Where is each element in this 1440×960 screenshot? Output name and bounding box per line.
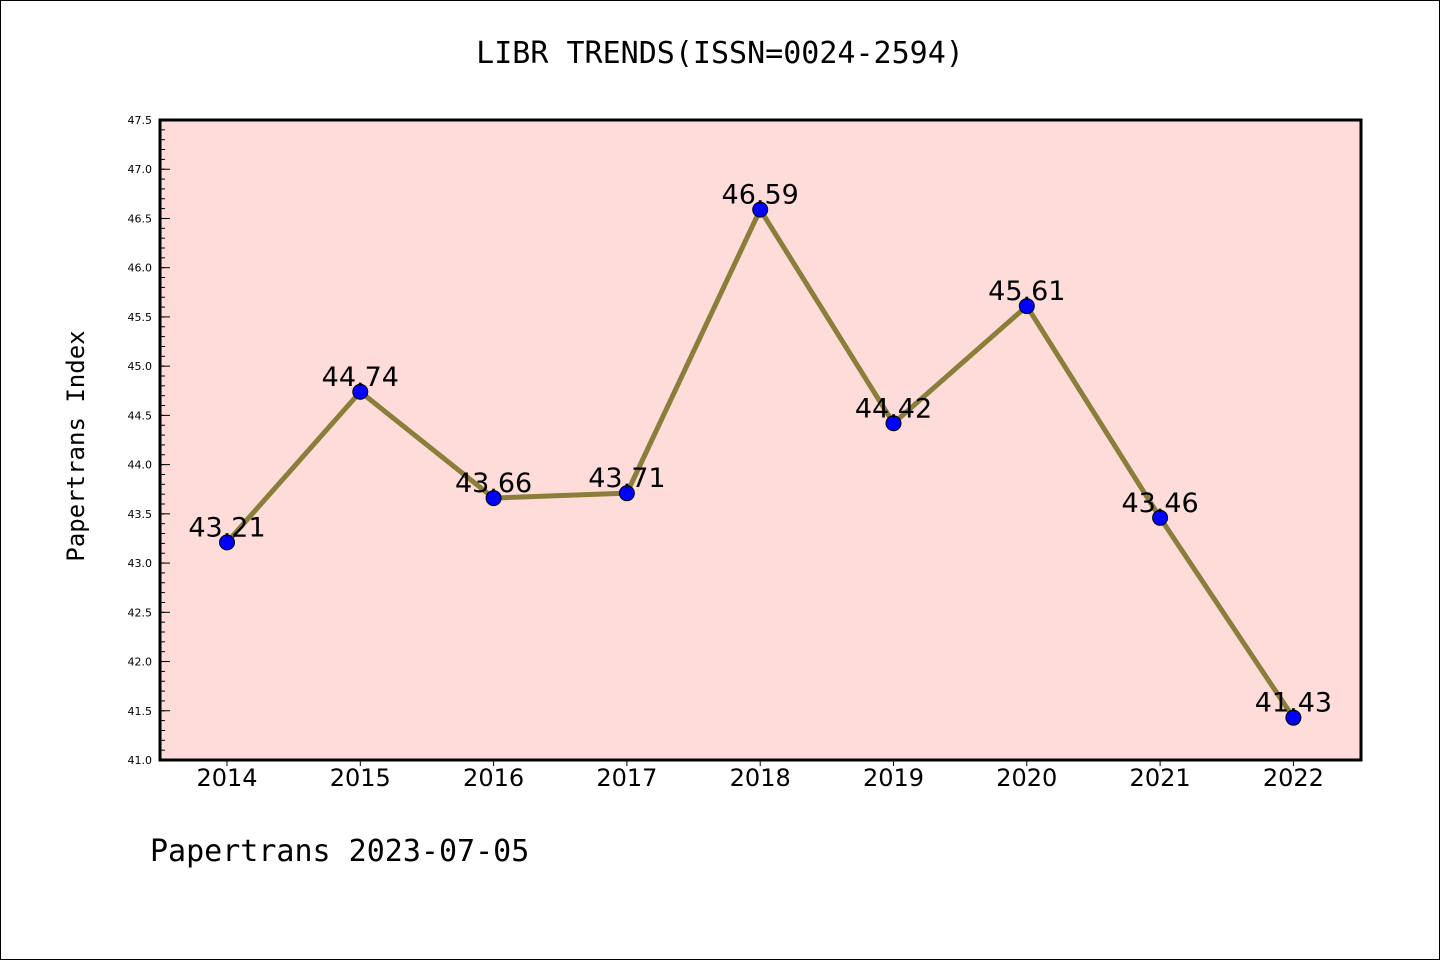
data-point	[618, 485, 635, 502]
x-tick-label: 2022	[1263, 764, 1324, 792]
y-tick-label: 46.5	[128, 212, 153, 225]
x-tick-label: 2017	[596, 764, 657, 792]
data-point	[219, 534, 235, 551]
x-tick-label: 2015	[330, 764, 391, 792]
y-tick-label: 46.0	[128, 262, 153, 275]
x-tick-label: 2018	[730, 764, 791, 792]
plot-border	[158, 118, 1363, 762]
data-label: 43.71	[588, 463, 665, 494]
y-tick-label: 47.0	[128, 163, 153, 176]
y-tick-label: 47.5	[128, 114, 153, 127]
footer-note: Papertrans 2023-07-05	[150, 834, 530, 869]
y-tick-label: 43.0	[128, 557, 153, 570]
data-label: 46.59	[722, 180, 799, 211]
y-tick-label: 42.0	[128, 656, 153, 669]
data-label: 43.46	[1121, 488, 1198, 519]
data-point	[1152, 509, 1169, 526]
x-tick-label: 2014	[196, 764, 257, 792]
plot-area	[160, 120, 1361, 760]
data-point	[352, 383, 369, 400]
x-tick-label: 2019	[863, 764, 924, 792]
data-label: 43.66	[455, 468, 532, 499]
data-label: 41.43	[1255, 688, 1332, 719]
data-point	[485, 490, 502, 507]
y-tick-label: 44.0	[128, 459, 153, 472]
x-tick-label: 2021	[1130, 764, 1191, 792]
data-label: 43.21	[188, 512, 265, 543]
chart-title: LIBR TRENDS(ISSN=0024-2594)	[476, 36, 964, 71]
data-label: 44.42	[855, 393, 932, 424]
data-label: 45.61	[988, 276, 1065, 307]
y-tick-label: 43.5	[128, 508, 153, 521]
y-tick-label: 45.0	[128, 360, 153, 373]
data-point	[752, 201, 769, 218]
y-tick-label: 42.5	[128, 606, 153, 619]
y-tick-label: 41.0	[128, 754, 153, 767]
data-point	[885, 415, 902, 432]
data-point	[1018, 298, 1035, 315]
data-point	[1285, 709, 1302, 726]
data-label: 44.74	[322, 362, 399, 393]
y-tick-label: 44.5	[128, 409, 153, 422]
x-tick-label: 2020	[996, 764, 1057, 792]
x-tick-label: 2016	[463, 764, 524, 792]
y-tick-label: 45.5	[128, 311, 153, 324]
y-tick-label: 41.5	[128, 705, 153, 718]
